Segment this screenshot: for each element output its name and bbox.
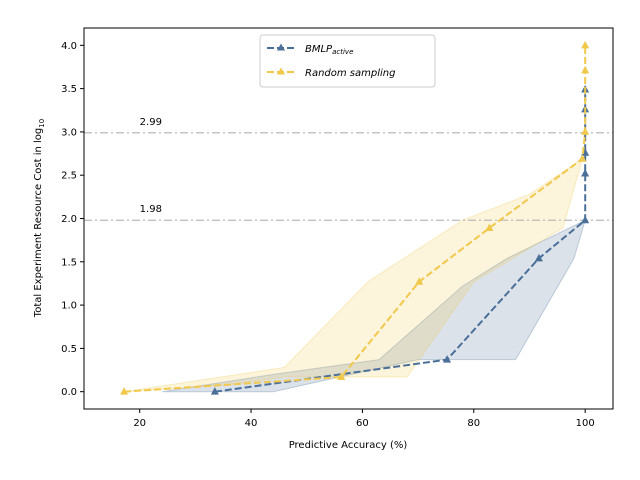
series-1-marker-2 bbox=[415, 277, 424, 285]
legend-marker-bmlp bbox=[277, 43, 285, 51]
x-tick-label-1: 40 bbox=[245, 418, 258, 429]
confidence-bands bbox=[124, 157, 586, 393]
y-tick-label-0: 0.0 bbox=[61, 387, 77, 398]
series-0-marker-0 bbox=[210, 387, 219, 395]
y-tick-label-7: 3.5 bbox=[61, 84, 77, 95]
legend-label-bmlp: BMLPactive bbox=[305, 44, 353, 56]
series-1-marker-7 bbox=[581, 40, 590, 49]
y-tick-label-4: 2.0 bbox=[61, 214, 77, 225]
legend-label-random: Random sampling bbox=[305, 68, 395, 79]
y-tick-label-5: 2.5 bbox=[61, 171, 77, 182]
series-0-marker-2 bbox=[534, 253, 543, 262]
reference-lines: 2.99 1.98 bbox=[84, 117, 613, 221]
y-tick-label-6: 3.0 bbox=[61, 127, 77, 138]
series-1-marker-5 bbox=[581, 127, 590, 135]
y-tick-label-2: 1.0 bbox=[61, 301, 77, 312]
reference-label-0: 2.99 bbox=[140, 117, 162, 128]
x-tick-label-3: 80 bbox=[467, 418, 480, 429]
series-1-marker-4 bbox=[578, 154, 587, 162]
series-lines bbox=[120, 40, 590, 395]
series-1-marker-1 bbox=[337, 372, 346, 380]
y-axis-label: Total Experiment Resource Cost in log10 bbox=[33, 119, 46, 318]
legend: BMLPactive Random sampling bbox=[259, 34, 436, 88]
series-line-0 bbox=[214, 89, 587, 393]
series-0-marker-1 bbox=[443, 355, 452, 363]
y-tick-label-3: 1.5 bbox=[61, 257, 77, 268]
x-axis-ticks: 20 40 60 80 100 bbox=[133, 409, 595, 429]
legend-box bbox=[259, 34, 436, 88]
series-1-marker-6 bbox=[581, 65, 590, 74]
x-tick-label-2: 60 bbox=[356, 418, 369, 429]
x-axis-label: Predictive Accuracy (%) bbox=[289, 440, 408, 451]
reference-label-1: 1.98 bbox=[140, 204, 162, 215]
legend-marker-random bbox=[277, 67, 285, 75]
y-axis-label-subscript: 10 bbox=[38, 119, 46, 128]
series-line-1 bbox=[124, 45, 587, 393]
series-0-marker-4 bbox=[581, 168, 590, 177]
x-tick-label-0: 20 bbox=[133, 418, 146, 429]
y-axis-ticks: 0.0 0.5 1.0 1.5 2.0 2.5 3.0 3.5 4.0 bbox=[61, 41, 84, 398]
series-0-marker-3 bbox=[581, 215, 590, 224]
band-1 bbox=[124, 157, 584, 393]
x-tick-label-4: 100 bbox=[576, 418, 595, 429]
series-1-marker-3 bbox=[485, 223, 494, 232]
y-tick-label-8: 4.0 bbox=[61, 41, 77, 52]
y-tick-label-1: 0.5 bbox=[61, 344, 77, 355]
series-1-marker-0 bbox=[120, 387, 129, 395]
